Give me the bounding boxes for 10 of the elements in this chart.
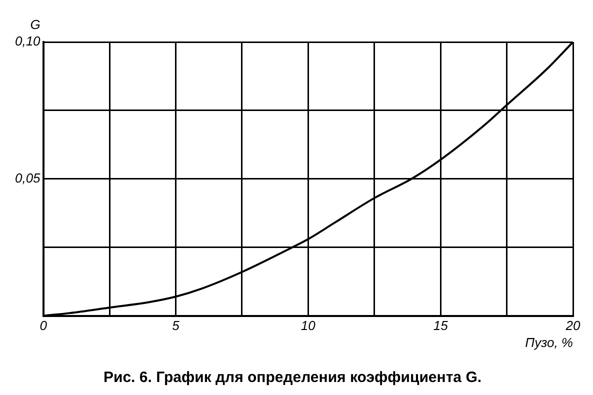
x-axis-title: Пузо, %	[525, 334, 573, 350]
x-tick-label: 10	[300, 318, 316, 334]
x-tick-label: 5	[172, 318, 180, 334]
y-tick-label: 0,05	[14, 170, 42, 186]
text: Рис. 6. График для определения коэффициента G.	[103, 369, 482, 386]
x-tick-label: 20	[564, 318, 581, 334]
y-tick-label: 0,10	[14, 34, 42, 49]
x-tick-label: 0	[40, 318, 48, 334]
x-tick-label: 15	[433, 318, 449, 334]
y-axis-title: G	[30, 17, 40, 32]
